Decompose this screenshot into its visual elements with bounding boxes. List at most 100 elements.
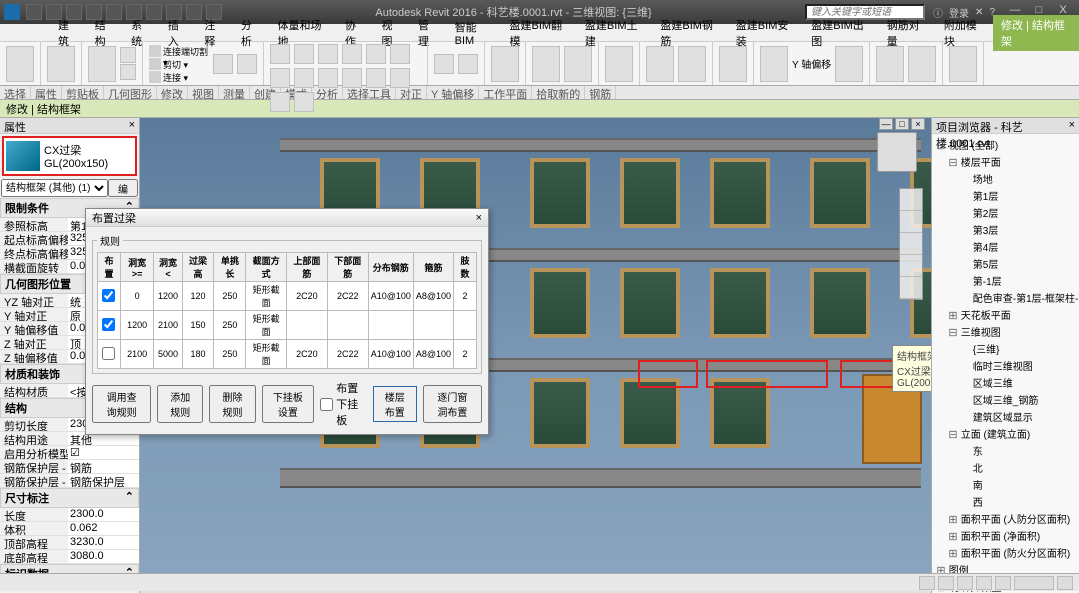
qat-open-icon[interactable]: [26, 4, 42, 20]
copy-icon[interactable]: [366, 44, 386, 64]
app-icon[interactable]: [4, 4, 20, 20]
tree-item[interactable]: ⊟ 立面 (建筑立面): [934, 425, 1077, 442]
tab-18[interactable]: 修改 | 结构框架: [993, 15, 1079, 51]
select-tool-icon[interactable]: [719, 46, 747, 82]
properties-icon[interactable]: [47, 46, 75, 82]
tree-item[interactable]: 北: [934, 459, 1077, 476]
tree-item[interactable]: 建筑区域显示: [934, 408, 1077, 425]
dialog-close-icon[interactable]: ×: [476, 212, 482, 224]
geom-mini-button[interactable]: 连接 ▾: [149, 71, 209, 83]
prop-row[interactable]: 底部高程3080.0: [0, 550, 139, 564]
window[interactable]: [810, 158, 870, 228]
tree-item[interactable]: 第5层: [934, 255, 1077, 272]
prop-row[interactable]: 钢筋保护层 - 底...钢筋保护层: [0, 474, 139, 488]
delete-icon[interactable]: [390, 68, 410, 88]
grid-header[interactable]: 肢数: [454, 253, 477, 282]
tree-item[interactable]: 南: [934, 476, 1077, 493]
highlight-icon[interactable]: [646, 46, 674, 82]
window[interactable]: [530, 378, 590, 448]
view-icon[interactable]: [458, 54, 478, 74]
grid-row[interactable]: 21005000180250矩形截面2C202C22A10@100A8@1002: [98, 340, 477, 369]
tree-item[interactable]: 区域三维_钢筋: [934, 391, 1077, 408]
grid-cell[interactable]: 180: [182, 340, 214, 369]
grid-cell[interactable]: [413, 311, 453, 340]
tree-item[interactable]: 东: [934, 442, 1077, 459]
tree-item[interactable]: 临时三维视图: [934, 357, 1077, 374]
grid-cell[interactable]: [287, 311, 328, 340]
prop-row[interactable]: 顶部高程3230.0: [0, 536, 139, 550]
status-icon[interactable]: [938, 576, 954, 590]
viewcube[interactable]: [877, 132, 917, 172]
rotate-icon[interactable]: [390, 44, 410, 64]
nav-wheel-icon[interactable]: [900, 189, 922, 211]
window[interactable]: [710, 158, 770, 228]
hang-checkbox[interactable]: 布置下挂板: [320, 380, 366, 428]
create-icon[interactable]: [532, 46, 560, 82]
prop-value[interactable]: 2300.0: [68, 508, 139, 521]
window[interactable]: [530, 268, 590, 338]
tree-item[interactable]: ⊞ 天花板平面: [934, 306, 1077, 323]
view-max-icon[interactable]: □: [895, 118, 909, 130]
prop-value[interactable]: ☑: [68, 446, 139, 459]
grid-cell[interactable]: 矩形截面: [246, 282, 287, 311]
selection-count[interactable]: [1014, 576, 1054, 590]
grid-header[interactable]: 单挑长: [214, 253, 246, 282]
grid-cell[interactable]: [98, 311, 121, 340]
window[interactable]: [620, 268, 680, 338]
tree-item[interactable]: ⊟ 三维视图: [934, 323, 1077, 340]
grid-cell[interactable]: [98, 340, 121, 369]
grid-cell[interactable]: [98, 282, 121, 311]
row-checkbox[interactable]: [102, 289, 115, 302]
tree-item[interactable]: 第4层: [934, 238, 1077, 255]
grid-cell[interactable]: 2: [454, 340, 477, 369]
grid-cell[interactable]: [368, 311, 413, 340]
prop-value[interactable]: 3080.0: [68, 550, 139, 563]
view-icon[interactable]: [434, 54, 454, 74]
cut-icon[interactable]: [120, 47, 136, 63]
grid-cell[interactable]: A10@100: [368, 340, 413, 369]
window[interactable]: [810, 268, 870, 338]
align-icon[interactable]: [270, 44, 290, 64]
grid-cell[interactable]: 2C22: [327, 340, 368, 369]
grid-cell[interactable]: 1200: [120, 311, 153, 340]
grid-cell[interactable]: 150: [182, 311, 214, 340]
window[interactable]: [620, 378, 680, 448]
offset-icon[interactable]: [294, 44, 314, 64]
tree-item[interactable]: 第1层: [934, 187, 1077, 204]
grid-cell[interactable]: 矩形截面: [246, 340, 287, 369]
modify-icon[interactable]: [294, 92, 314, 112]
modify-icon[interactable]: [270, 92, 290, 112]
grid-cell[interactable]: A8@100: [413, 282, 453, 311]
grid-cell[interactable]: A8@100: [413, 340, 453, 369]
add-rule-button[interactable]: 添加规则: [157, 385, 203, 423]
row-checkbox[interactable]: [102, 347, 115, 360]
grid-header[interactable]: 上部面筋: [287, 253, 328, 282]
window[interactable]: [710, 378, 770, 448]
paste-icon[interactable]: [88, 46, 116, 82]
grid-header[interactable]: 下部面筋: [327, 253, 368, 282]
create-icon[interactable]: [564, 46, 592, 82]
type-selector[interactable]: CX过梁 GL(200x150): [2, 136, 137, 176]
prop-section-header[interactable]: 标识数据⌃: [0, 564, 139, 573]
prop-value[interactable]: 3230.0: [68, 536, 139, 549]
window[interactable]: [710, 268, 770, 338]
tree-item[interactable]: 第-1层: [934, 272, 1077, 289]
tree-item[interactable]: 场地: [934, 170, 1077, 187]
grid-cell[interactable]: 250: [214, 340, 246, 369]
grid-header[interactable]: 洞宽<: [154, 253, 182, 282]
array-icon[interactable]: [318, 68, 338, 88]
nav-zoom-icon[interactable]: [900, 233, 922, 255]
dialog-title-bar[interactable]: 布置过梁 ×: [86, 209, 488, 227]
grid-cell[interactable]: 1200: [154, 282, 182, 311]
grid-cell[interactable]: 2: [454, 282, 477, 311]
browser-close-icon[interactable]: ×: [1069, 119, 1075, 132]
tree-item[interactable]: 配色审查-第1层-框架柱-顶高度: [934, 289, 1077, 306]
status-icon[interactable]: [957, 576, 973, 590]
split-icon[interactable]: [294, 68, 314, 88]
mirror-icon[interactable]: [318, 44, 338, 64]
browser-tree[interactable]: ⊟ 视图 (全部)⊟ 楼层平面 场地 第1层 第2层 第3层 第4层 第5层 第…: [932, 134, 1079, 593]
prop-value[interactable]: 0.062: [68, 522, 139, 535]
row-checkbox[interactable]: [102, 318, 115, 331]
grid-header[interactable]: 箍筋: [413, 253, 453, 282]
nav-look-icon[interactable]: [900, 277, 922, 299]
